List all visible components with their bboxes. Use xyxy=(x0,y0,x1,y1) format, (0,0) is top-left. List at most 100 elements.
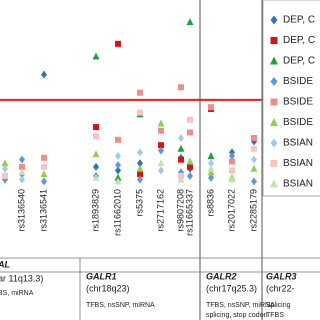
point xyxy=(2,164,8,173)
legend-label: BSIAN xyxy=(283,158,313,169)
point xyxy=(19,163,25,170)
legend-marker xyxy=(270,15,278,25)
legend-marker xyxy=(270,37,278,44)
point xyxy=(115,161,121,170)
legend-marker xyxy=(270,77,278,86)
point xyxy=(251,177,257,186)
legend-label: BSIAN xyxy=(283,138,313,149)
point xyxy=(229,167,235,174)
point xyxy=(251,155,257,164)
gene-location: (chr17q25.3) xyxy=(206,283,257,293)
gene-name: GALR2 xyxy=(206,271,237,281)
legend-label: DEP, C xyxy=(283,35,315,46)
x-tick-label: rs11665337 xyxy=(184,189,194,236)
x-tick-label: rs3136541 xyxy=(38,189,48,232)
point xyxy=(186,157,194,165)
gene-location: (chr22- xyxy=(266,283,295,293)
point xyxy=(19,175,25,184)
legend-label: DEP, C xyxy=(283,56,315,67)
point xyxy=(177,175,185,183)
point xyxy=(178,84,184,91)
point xyxy=(250,164,258,172)
gene-name: GALR3 xyxy=(266,271,297,281)
point xyxy=(158,127,164,134)
point xyxy=(229,152,235,161)
point xyxy=(137,175,143,184)
point xyxy=(207,164,215,172)
x-tick-label: rs3136540 xyxy=(16,189,26,232)
legend-label: BSIDE xyxy=(283,117,313,128)
point xyxy=(115,136,121,143)
gene-feature: TFBS, nsSNP, miRNA xyxy=(86,302,155,309)
point xyxy=(41,177,47,186)
point xyxy=(40,170,48,178)
point xyxy=(115,40,121,47)
legend-marker xyxy=(270,138,278,148)
x-tick-label: rs2285179 xyxy=(248,189,258,232)
point xyxy=(137,89,143,96)
point xyxy=(136,164,144,172)
point xyxy=(93,133,99,140)
point xyxy=(208,104,214,111)
x-tick-label: rs2717162 xyxy=(155,189,165,232)
gene-name: GALR1 xyxy=(86,271,117,281)
gene-feature: splicing, stop codon xyxy=(206,312,268,319)
point xyxy=(207,152,215,160)
x-tick-label: rs1893829 xyxy=(90,189,100,232)
point xyxy=(158,146,164,155)
point xyxy=(114,177,122,185)
point xyxy=(19,155,25,164)
point xyxy=(92,52,100,60)
point xyxy=(115,166,121,175)
point xyxy=(115,152,121,161)
point xyxy=(41,70,47,79)
point xyxy=(187,163,193,170)
point xyxy=(157,119,165,127)
x-tick-label: rs11662010 xyxy=(112,189,122,236)
point xyxy=(207,168,215,176)
point xyxy=(229,158,235,165)
point xyxy=(2,172,8,179)
point xyxy=(157,159,165,167)
point xyxy=(114,173,122,181)
gene-feature: BS, miRNA xyxy=(0,290,34,297)
point xyxy=(137,148,143,157)
point xyxy=(208,173,214,182)
gene-name: AL xyxy=(0,259,10,269)
legend-marker xyxy=(270,98,278,106)
point xyxy=(92,173,100,181)
point xyxy=(137,171,143,178)
legend-marker xyxy=(270,160,278,167)
point xyxy=(93,124,99,131)
legend-marker xyxy=(270,118,278,126)
x-tick-label: rs8836 xyxy=(205,189,215,217)
point xyxy=(186,18,194,26)
point xyxy=(178,133,184,142)
point xyxy=(187,171,193,180)
point xyxy=(1,159,9,167)
legend-marker xyxy=(270,56,278,65)
point xyxy=(41,163,47,170)
point xyxy=(178,156,184,163)
point xyxy=(187,129,193,136)
legend-label: DEP, C xyxy=(283,15,315,26)
point xyxy=(137,159,143,168)
point xyxy=(251,134,257,141)
point xyxy=(18,168,26,176)
point xyxy=(137,109,143,116)
gene-feature: Splicing xyxy=(266,302,291,309)
point xyxy=(187,116,193,123)
point xyxy=(93,162,99,171)
x-tick-label: rs2017022 xyxy=(226,189,236,232)
point xyxy=(208,159,214,168)
x-tick-label: rs5375 xyxy=(134,189,144,217)
gene-feature: TFBS xyxy=(266,312,284,319)
point xyxy=(41,154,47,161)
point xyxy=(158,166,164,175)
point xyxy=(158,142,164,149)
legend-label: BSIAN xyxy=(283,179,313,190)
legend-marker xyxy=(270,179,278,188)
gene-feature: TFBS, nsSNP, miRNA xyxy=(206,302,275,309)
gene-location: (chr18q23) xyxy=(86,283,130,293)
